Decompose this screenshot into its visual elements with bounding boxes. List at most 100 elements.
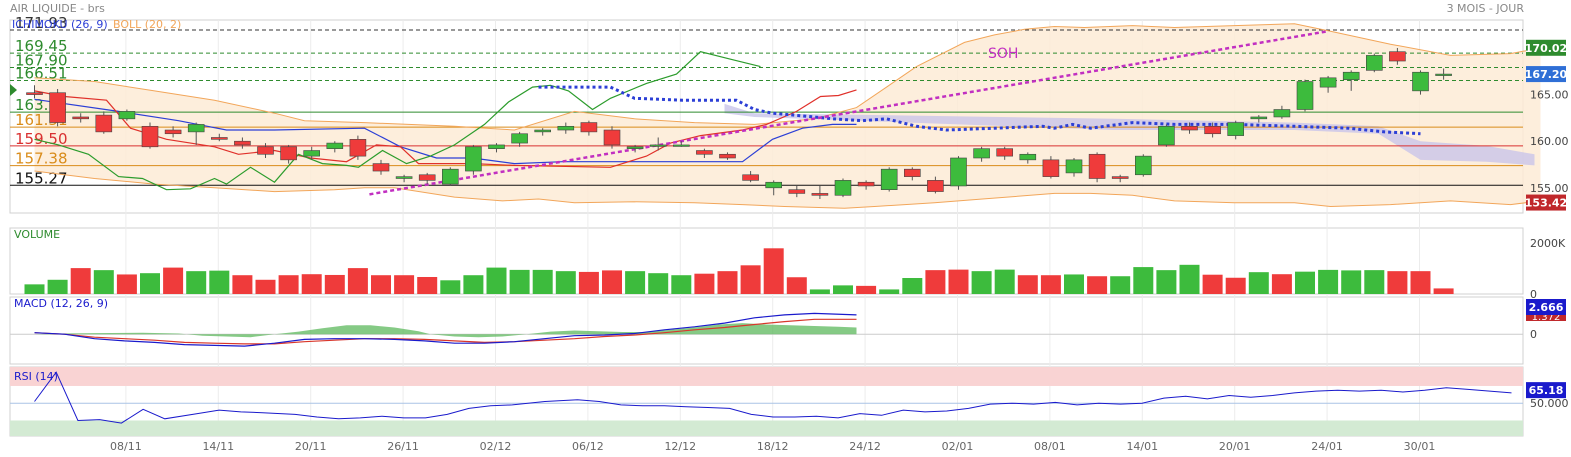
volume-bar <box>1040 275 1061 294</box>
volume-bar <box>671 275 692 294</box>
boll-lower-badge-bg <box>1526 194 1566 211</box>
volume-bar <box>786 277 807 294</box>
rsi-y-tick: 50.000 <box>1530 397 1569 410</box>
candle <box>211 133 228 142</box>
soh-annotation: SOH <box>988 46 1018 62</box>
volume-bar <box>578 271 599 294</box>
volume-bar <box>93 270 114 294</box>
macd-signal-line <box>34 318 857 345</box>
soh-trendline <box>369 29 1329 196</box>
x-tick-label: 08/01 <box>1034 440 1066 453</box>
volume-bar <box>902 278 923 294</box>
candle-body <box>280 146 297 161</box>
candle-body <box>557 125 575 131</box>
chart-title: AIR LIQUIDE - brs <box>10 2 105 15</box>
candle <box>511 131 528 147</box>
candle-body <box>1111 176 1129 179</box>
volume-bar <box>648 273 669 294</box>
candle <box>950 156 967 190</box>
candle-body <box>1250 116 1268 120</box>
last-price-badge-bg <box>1526 66 1566 83</box>
volume-bar <box>602 270 622 294</box>
x-tick-label: 08/11 <box>110 440 142 453</box>
candle-body <box>49 92 66 123</box>
candle-body <box>95 114 113 133</box>
candle-body <box>1019 153 1037 161</box>
candle <box>303 146 321 160</box>
candle <box>164 126 182 138</box>
candle-body <box>1065 159 1083 174</box>
candle <box>488 143 505 153</box>
candle-body <box>418 174 436 181</box>
volume-bar <box>1087 276 1108 294</box>
candle <box>349 135 367 160</box>
candle <box>280 144 297 164</box>
level-label: 169.45 <box>15 37 68 55</box>
signal-badge-bg <box>1526 311 1566 321</box>
volume-bar <box>856 285 877 294</box>
candle-body <box>441 168 459 185</box>
volume-title: VOLUME <box>14 228 60 241</box>
volume-bar <box>440 280 461 294</box>
candle <box>1389 47 1406 65</box>
price-y-tick: 155.00 <box>1530 182 1569 195</box>
candle-body <box>903 168 921 177</box>
candle <box>1296 79 1314 112</box>
volume-bar <box>717 271 738 294</box>
volume-bar <box>1017 275 1038 294</box>
candle <box>880 167 898 192</box>
volume-bar <box>278 275 299 294</box>
candle-body <box>927 180 944 192</box>
volume-bar <box>417 276 438 294</box>
candle-body <box>511 133 528 144</box>
candle <box>534 128 552 136</box>
candle-body <box>303 150 321 157</box>
candle-body <box>1042 159 1060 177</box>
candle-body <box>187 124 205 133</box>
candle <box>1065 157 1083 177</box>
candle-body <box>603 129 621 146</box>
volume-bar <box>1156 270 1177 294</box>
candle <box>719 152 736 160</box>
candle-body <box>626 146 644 149</box>
boll-upper-badge-bg <box>1526 39 1566 56</box>
candle-body <box>580 122 598 133</box>
candle-body <box>973 148 990 159</box>
candle <box>973 146 990 162</box>
volume-bar <box>116 274 137 294</box>
candle <box>649 137 667 151</box>
boll-upper-badge: 170.02 <box>1525 42 1567 55</box>
candle <box>418 172 436 185</box>
candle <box>1435 68 1452 80</box>
candle-body <box>465 146 482 172</box>
volume-bar <box>371 275 391 294</box>
volume-bar <box>925 270 946 294</box>
candle <box>1250 115 1268 123</box>
candle <box>1042 156 1060 179</box>
ichimoku-legend: ICHIMOKU (26, 9) <box>12 18 108 31</box>
volume-bar <box>140 273 160 294</box>
candle <box>72 113 89 123</box>
volume-bar <box>394 275 415 294</box>
candle <box>1412 70 1429 95</box>
candle-body <box>211 137 228 140</box>
bollinger-upper-line <box>34 23 1541 131</box>
volume-bar <box>1225 277 1246 294</box>
candle <box>1204 122 1221 138</box>
candle-body <box>1366 55 1383 71</box>
candle <box>1227 120 1244 140</box>
candle-body <box>1181 125 1198 131</box>
volume-bar <box>486 267 507 294</box>
candle-body <box>719 153 736 159</box>
candle-body <box>1204 125 1221 135</box>
candle-body <box>1273 109 1291 118</box>
volume-bar <box>1064 274 1084 294</box>
candle <box>141 122 159 149</box>
timeframe-label: 3 MOIS - JOUR <box>1446 2 1524 15</box>
volume-bar <box>625 271 646 294</box>
level-label: 171.93 <box>15 14 68 32</box>
x-tick-label: 24/01 <box>1311 440 1343 453</box>
candle-body <box>164 129 182 135</box>
candle <box>326 141 344 153</box>
volume-bar <box>879 289 900 294</box>
